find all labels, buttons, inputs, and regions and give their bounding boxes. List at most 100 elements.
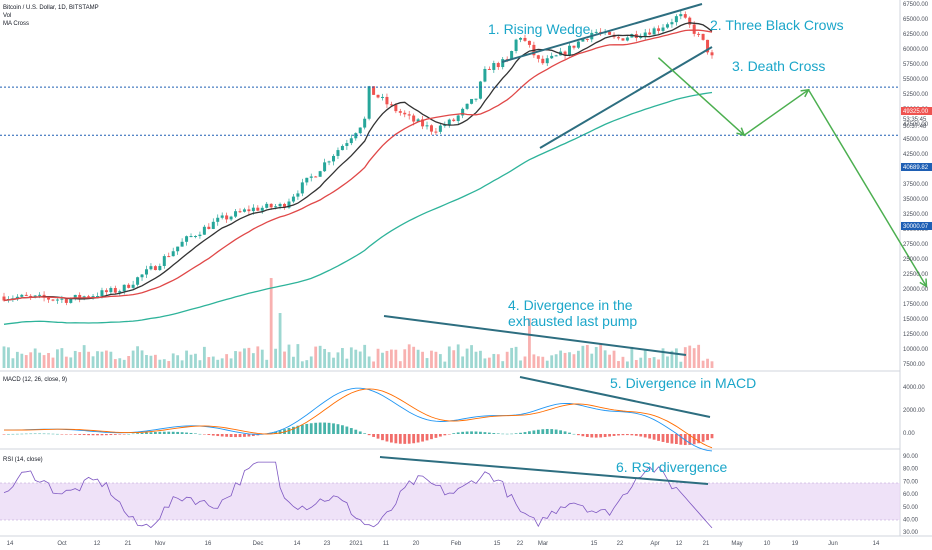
macd-histogram-bar <box>674 434 678 444</box>
candle-body <box>478 81 482 99</box>
projection-arrow-head <box>800 88 810 98</box>
volume-bar <box>603 350 607 368</box>
macd-histogram-bar <box>568 432 571 434</box>
macd-histogram-bar <box>398 434 402 444</box>
time-tick-label: 20 <box>413 541 420 547</box>
candle-body <box>100 290 104 297</box>
macd-histogram-bar <box>545 428 549 434</box>
candle-body <box>496 63 500 68</box>
annotation-rsi-divergence: 6. RSI divergence <box>616 459 727 475</box>
macd-histogram-bar <box>617 434 620 436</box>
macd-histogram-bar <box>64 434 68 435</box>
volume-bar <box>545 360 549 368</box>
macd-histogram-bar <box>207 434 211 436</box>
macd-histogram-bar <box>523 432 527 434</box>
volume-bar <box>492 353 496 368</box>
volume-bar <box>407 344 411 368</box>
volume-bar <box>229 358 233 368</box>
candle-body <box>545 58 549 64</box>
volume-bar <box>385 350 389 368</box>
macd-histogram-bar <box>158 431 162 434</box>
macd-histogram-bar <box>24 433 28 435</box>
macd-histogram-bar <box>639 434 643 437</box>
candle-body <box>91 296 95 298</box>
volume-bar <box>167 361 171 368</box>
candle-body <box>24 294 28 296</box>
volume-bar <box>149 355 153 368</box>
candle-body <box>661 27 665 31</box>
volume-bar <box>612 350 616 368</box>
macd-histogram-bar <box>554 429 558 434</box>
candle-body <box>136 277 140 285</box>
candle-body <box>585 38 589 40</box>
price-tick-label: 10000.00 <box>903 347 929 353</box>
candle-body <box>372 86 376 95</box>
macd-histogram-bar <box>100 434 104 436</box>
volume-bar <box>434 351 438 368</box>
candle-body <box>33 295 37 297</box>
volume-bar <box>180 360 184 368</box>
candle-body <box>283 203 287 208</box>
price-tick-label: 27500.00 <box>903 242 929 248</box>
volume-bar <box>461 356 465 368</box>
macd-histogram-bar <box>505 433 509 435</box>
volume-bar <box>354 349 358 368</box>
volume-bar <box>496 354 500 368</box>
macd-histogram-bar <box>29 433 33 435</box>
macd-histogram-bar <box>585 434 589 437</box>
volume-bar <box>683 347 687 368</box>
volume-bar <box>100 351 104 368</box>
time-tick-label: 21 <box>125 541 132 547</box>
macd-histogram-bar <box>389 434 393 443</box>
candle-body <box>465 103 469 109</box>
candle-body <box>332 155 336 162</box>
macd-histogram-bar <box>56 433 59 435</box>
time-tick-label: 10 <box>764 541 771 547</box>
macd-histogram-bar <box>701 434 705 442</box>
macd-histogram-bar <box>621 434 625 436</box>
time-tick-label: Oct <box>57 541 67 547</box>
macd-histogram-bar <box>211 434 215 436</box>
macd-histogram-bar <box>323 422 327 434</box>
macd-histogram-bar <box>162 431 166 434</box>
macd-histogram-bar <box>167 431 171 434</box>
macd-histogram-bar <box>171 431 175 434</box>
candle-body <box>153 266 157 271</box>
price-tick-label: 15000.00 <box>903 317 929 323</box>
macd-histogram-bar <box>465 431 469 434</box>
volume-bar <box>394 349 398 368</box>
macd-histogram-bar <box>15 433 19 435</box>
candle-body <box>193 236 197 238</box>
macd-histogram-bar <box>327 422 331 434</box>
volume-bar <box>599 344 603 368</box>
candle-body <box>327 161 331 163</box>
time-tick-label: 12 <box>676 541 683 547</box>
volume-bar <box>7 347 10 368</box>
candle-body <box>305 177 309 183</box>
price-tick-label: 22500.00 <box>903 272 929 278</box>
annotation-divergence-volume-1: 4. Divergence in the <box>508 297 633 313</box>
candle-body <box>64 298 68 303</box>
volume-bar <box>341 348 344 368</box>
macd-histogram-bar <box>550 429 554 434</box>
volume-bar <box>617 361 620 368</box>
rsi-tick-label: 60.00 <box>903 492 919 498</box>
macd-histogram-bar <box>60 434 64 435</box>
candle-body <box>652 28 656 35</box>
macd-series <box>2 387 714 452</box>
macd-tick-label: 4000.00 <box>903 385 925 391</box>
volume-bar <box>42 355 46 368</box>
candle-body <box>447 119 451 126</box>
time-tick-label: 19 <box>792 541 799 547</box>
price-tick-label: 62500.00 <box>903 32 929 38</box>
volume-bar <box>127 355 131 368</box>
candle-body <box>608 31 612 35</box>
price-tick-label: 42500.00 <box>903 152 929 158</box>
volume-bar <box>528 318 531 368</box>
candle-body <box>220 215 224 218</box>
price-tick-label: 37500.00 <box>903 182 929 188</box>
countdown-label: 53:35:45 <box>903 117 927 123</box>
macd-histogram-bar <box>122 434 126 435</box>
macd-histogram-bar <box>118 434 122 435</box>
macd-histogram-bar <box>434 434 438 438</box>
